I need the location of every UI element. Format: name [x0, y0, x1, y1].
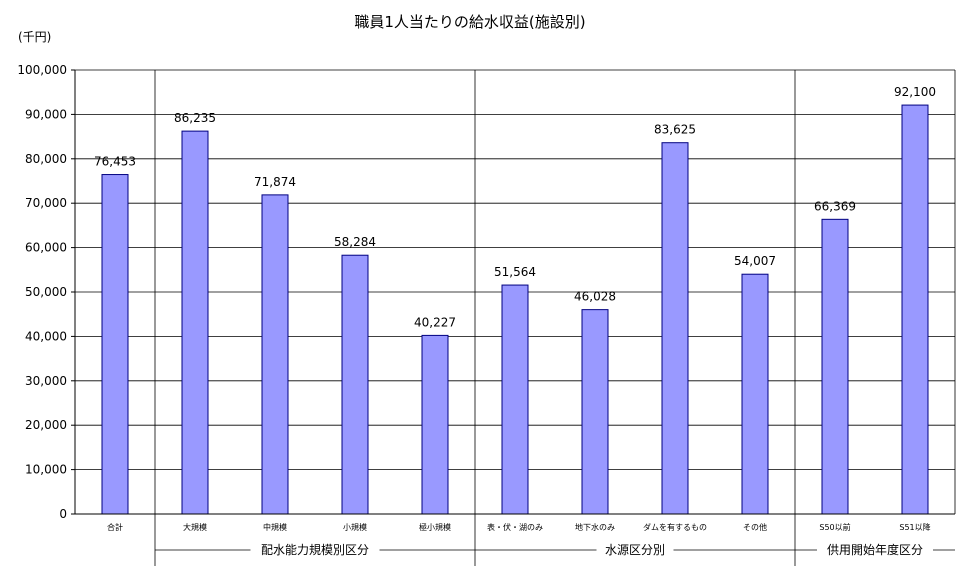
value-label: 76,453 — [94, 155, 136, 169]
y-tick-label: 0 — [59, 507, 67, 521]
bar — [341, 254, 369, 515]
y-tick-label: 30,000 — [25, 374, 67, 388]
value-label: 86,235 — [174, 111, 216, 125]
unit-label: (千円) — [18, 30, 51, 44]
bar — [581, 309, 609, 515]
y-tick-label: 60,000 — [25, 241, 67, 255]
y-tick-label: 20,000 — [25, 418, 67, 432]
category-label: 表・伏・湖のみ — [487, 522, 543, 532]
y-tick-label: 10,000 — [25, 463, 67, 477]
y-tick-label: 40,000 — [25, 329, 67, 343]
bar — [741, 273, 769, 515]
value-label: 66,369 — [814, 199, 856, 213]
category-label: S50以前 — [819, 522, 850, 532]
x-axis: 合計 大規模 中規模 小規模 極小規模 表・伏・湖のみ 地下水のみ ダムを有するもの その他 S5… — [75, 513, 955, 532]
category-label: 小規模 — [343, 522, 367, 532]
group-label: 水源区分別 — [605, 543, 665, 557]
bar — [101, 174, 129, 515]
bar — [421, 334, 449, 515]
y-axis: 0 10,000 20,000 30,000 40,000 50,000 60,000 70,… — [17, 63, 956, 521]
bar — [501, 284, 529, 515]
value-label: 58,284 — [334, 235, 376, 249]
category-label: 中規模 — [263, 522, 287, 532]
category-label: 極小規模 — [419, 522, 451, 532]
value-label: 71,874 — [254, 175, 296, 189]
y-tick-label: 50,000 — [25, 285, 67, 299]
category-label: その他 — [743, 522, 767, 532]
bar — [181, 130, 209, 515]
y-tick-label: 70,000 — [25, 196, 67, 210]
group-label: 配水能力規模別区分 — [261, 542, 369, 557]
category-label: 合計 — [107, 522, 123, 532]
category-label: ダムを有するもの — [643, 522, 707, 532]
y-tick-label: 100,000 — [17, 63, 67, 77]
category-label: 地下水のみ — [575, 522, 615, 532]
bar — [661, 142, 689, 515]
value-label: 54,007 — [734, 254, 776, 268]
group-labels: 配水能力規模別区分 水源区分別 供用開始年度区分 — [155, 542, 955, 557]
value-label: 40,227 — [414, 315, 456, 329]
bar — [901, 104, 929, 515]
value-label: 46,028 — [574, 290, 616, 304]
bars: 76,453 86,235 71,874 58,284 40,227 51,564 46,0… — [94, 85, 936, 515]
value-label: 83,625 — [654, 123, 696, 137]
chart-title: 職員1人当たりの給水収益(施設別) — [354, 13, 585, 31]
value-label: 92,100 — [894, 85, 936, 99]
category-label: S51以降 — [899, 522, 930, 532]
y-tick-label: 90,000 — [25, 107, 67, 121]
group-label: 供用開始年度区分 — [827, 542, 923, 557]
category-label: 大規模 — [183, 522, 207, 532]
bar — [261, 194, 289, 515]
y-tick-label: 80,000 — [25, 152, 67, 166]
bar — [821, 218, 849, 515]
value-label: 51,564 — [494, 265, 536, 279]
